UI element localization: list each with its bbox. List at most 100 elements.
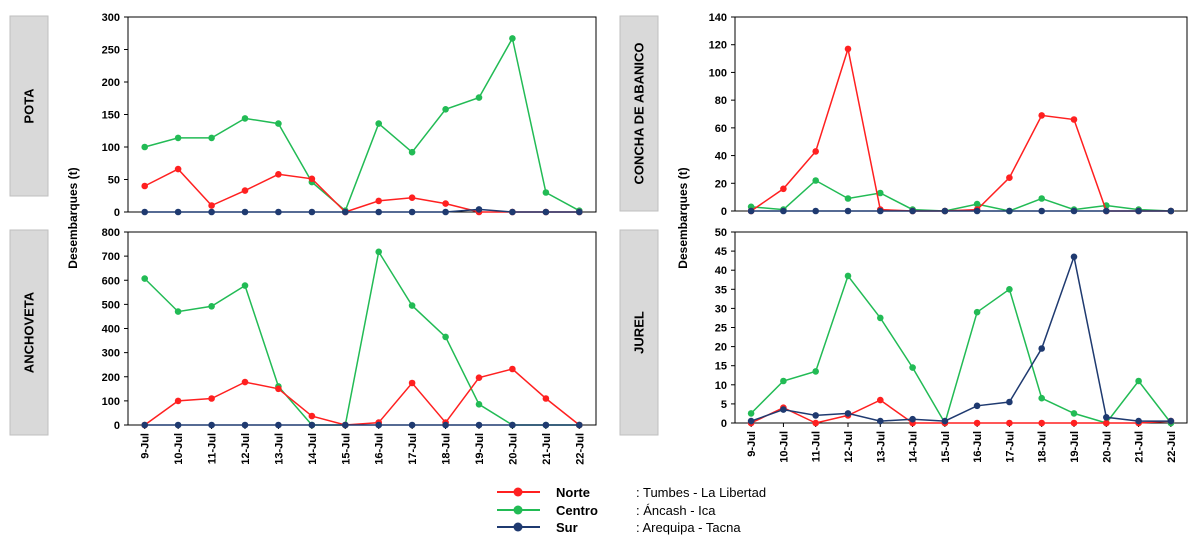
panel-label-box [9, 229, 49, 436]
data-point-norte [1006, 419, 1013, 427]
x-tick-label: 11-Jul [811, 431, 823, 462]
y-tick-label: 300 [102, 12, 120, 24]
panel-label-concha-de-abanico: CONCHA DE ABANICO [619, 15, 659, 212]
y-tick-label: 120 [709, 40, 727, 52]
panel-label-anchoveta: ANCHOVETA [9, 229, 49, 436]
data-point-sur [342, 208, 349, 216]
data-point-norte [208, 395, 215, 402]
series-line-sur [750, 253, 1171, 422]
data-point-centro [1006, 286, 1013, 293]
data-point-centro [241, 115, 249, 122]
data-point-centro [408, 148, 416, 156]
series-line-centro [750, 274, 1172, 425]
data-point-centro [375, 120, 383, 127]
data-point-centro [877, 189, 884, 197]
x-tick-label: 18-Jul [1037, 431, 1049, 463]
series-sur [747, 207, 1175, 215]
data-point-norte [973, 419, 981, 427]
data-point-norte [241, 187, 249, 194]
y-tick-label: 100 [102, 142, 120, 154]
data-point-centro [542, 189, 550, 196]
panel-label-box [9, 15, 49, 197]
series-norte [747, 396, 1175, 427]
y-tick-label: 400 [102, 324, 120, 336]
data-point-sur [342, 421, 349, 429]
data-point-sur [542, 208, 550, 216]
data-point-norte [241, 378, 249, 386]
x-tick-label: 18-Jul [441, 433, 453, 465]
series-line-sur [144, 208, 580, 213]
data-point-sur [812, 207, 819, 215]
series-norte [747, 45, 1175, 215]
y-tick-label: 250 [102, 45, 120, 57]
series-line-centro [144, 36, 580, 212]
data-point-sur [747, 417, 755, 425]
data-point-centro [141, 143, 148, 151]
x-tick-label: 10-Jul [173, 433, 185, 465]
data-point-norte [877, 396, 884, 404]
panel-concha-de-abanico: CONCHA DE ABANICO 0 20 40 60 80 100 120 140 [619, 12, 1188, 218]
series-norte [141, 165, 583, 216]
data-point-sur [576, 421, 583, 429]
y-tick-label: 45 [715, 246, 727, 258]
data-point-centro [141, 275, 148, 282]
data-point-centro [973, 200, 981, 208]
data-point-sur [1070, 253, 1078, 261]
data-point-norte [475, 374, 483, 382]
panel-title-text: POTA [22, 88, 37, 124]
data-point-sur [475, 421, 483, 429]
data-point-sur [141, 208, 148, 216]
series-line-norte [750, 399, 1171, 424]
x-tick-label: 9-Jul [140, 433, 152, 459]
y-tick-label: 35 [715, 284, 727, 296]
x-tick-label: 19-Jul [474, 433, 486, 465]
data-point-centro [174, 134, 182, 142]
data-point-sur [844, 207, 852, 215]
right-y-axis-label: Desembarques (t) [676, 167, 690, 268]
x-tick-label: 19-Jul [1069, 431, 1081, 463]
data-point-sur [308, 421, 316, 429]
panel-anchoveta: ANCHOVETA 0 100 200 300 400 500 600 700 800 9-Jul 1… [9, 227, 597, 465]
data-point-sur [780, 406, 787, 413]
data-point-centro [747, 410, 755, 417]
data-point-sur [941, 207, 949, 215]
data-point-centro [812, 177, 819, 184]
series-line-norte [144, 368, 580, 426]
data-point-centro [475, 401, 483, 408]
data-point-sur [408, 208, 416, 216]
legend-sur-name: Sur [556, 520, 578, 535]
data-point-norte [275, 171, 282, 178]
x-tick-label: 12-Jul [843, 431, 855, 463]
legend-entry-norte: Norte : Tumbes - La Libertad [497, 485, 766, 500]
series-sur [747, 253, 1175, 425]
data-point-norte [1070, 116, 1078, 123]
data-point-centro [275, 120, 282, 127]
series-norte [141, 365, 583, 429]
legend-entry-centro: Centro : Áncash - Ica [497, 503, 716, 518]
data-point-norte [1038, 112, 1045, 119]
x-tick-label: 14-Jul [908, 431, 920, 463]
x-tick-label: 14-Jul [307, 433, 319, 465]
legend-entry-sur: Sur : Arequipa - Tacna [497, 520, 741, 535]
panel-label-pota: POTA [9, 15, 49, 197]
panel-jurel: JUREL 0 5 10 15 20 25 30 35 40 45 50 9-Jul 10-Jul 11-J… [619, 227, 1188, 463]
data-point-sur [275, 208, 282, 216]
series-line-centro [144, 249, 580, 426]
data-point-norte [542, 395, 550, 402]
data-point-centro [241, 282, 249, 289]
data-point-sur [475, 206, 483, 213]
data-point-centro [442, 106, 449, 113]
data-point-norte [408, 379, 416, 387]
x-tick-label: 15-Jul [940, 431, 952, 463]
x-tick-label: 9-Jul [746, 431, 758, 457]
legend-centro-marker [513, 505, 523, 515]
plot-area-frame [734, 231, 1188, 424]
data-point-sur [1135, 207, 1142, 215]
series-sur [141, 206, 583, 216]
data-point-norte [174, 397, 182, 405]
panel-title-text: CONCHA DE ABANICO [632, 42, 647, 184]
x-tick-label: 21-Jul [1134, 431, 1146, 463]
data-point-norte [1070, 419, 1078, 427]
data-point-centro [442, 333, 449, 341]
